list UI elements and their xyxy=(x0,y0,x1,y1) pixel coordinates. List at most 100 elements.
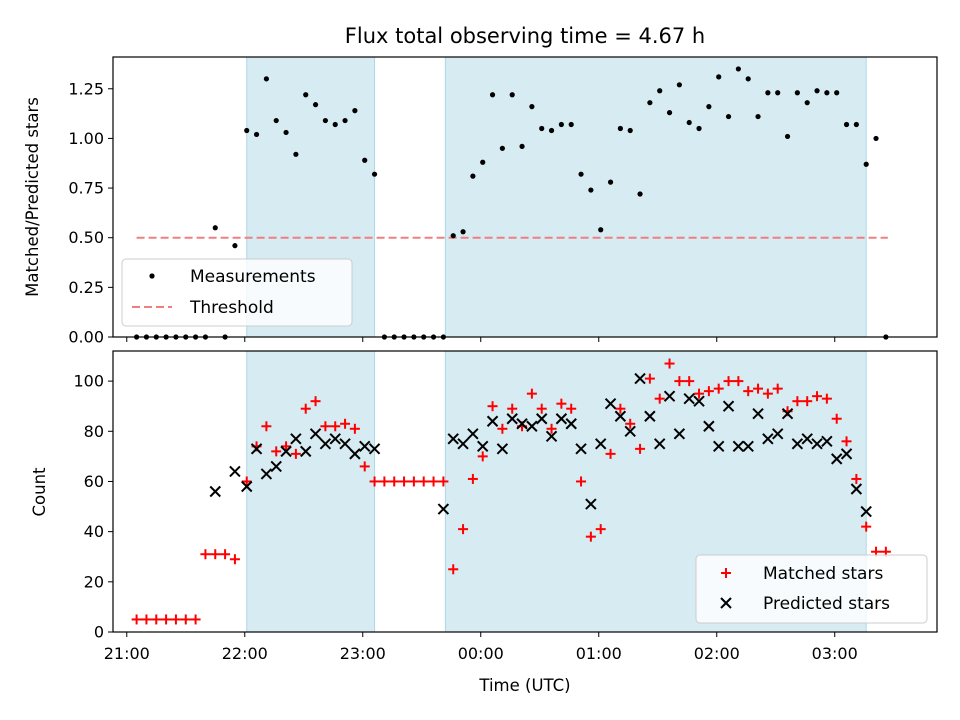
predicted-star-point xyxy=(280,445,292,458)
predicted-star-point xyxy=(703,420,715,432)
measurement-point xyxy=(273,117,279,124)
threshold-legend-label: Threshold xyxy=(189,298,274,318)
measurement-point xyxy=(647,100,653,106)
predicted-star-point xyxy=(575,443,587,455)
predicted-star-point xyxy=(752,408,764,420)
matched-star-point xyxy=(644,373,655,384)
y-tick-label: 0.50 xyxy=(68,228,104,247)
chart-title: Flux total observing time = 4.67 h xyxy=(345,24,705,48)
predicted-star-point xyxy=(516,418,528,430)
matched-star-point xyxy=(349,423,360,434)
predicted-star-point xyxy=(339,438,351,450)
matched-star-point xyxy=(664,358,675,369)
predicted-star-point xyxy=(634,372,646,385)
matched-star-point xyxy=(831,413,842,424)
matched-star-point xyxy=(241,476,252,487)
matched-star-point xyxy=(743,386,754,397)
matched-legend-marker xyxy=(721,568,731,578)
predicted-star-point xyxy=(713,440,725,453)
matched-star-point xyxy=(526,388,537,399)
measurement-point xyxy=(371,171,378,177)
predicted-star-point xyxy=(585,498,597,510)
predicted-star-point xyxy=(536,413,548,425)
measurement-point xyxy=(352,108,358,114)
matched-star-point xyxy=(812,391,823,402)
matched-star-point xyxy=(170,614,181,625)
measurement-point xyxy=(303,92,309,98)
measurement-point xyxy=(627,127,633,134)
measurement-point xyxy=(489,92,496,98)
matched-star-point xyxy=(369,476,380,487)
predicted-star-point xyxy=(437,503,450,515)
y-tick-label: 0.00 xyxy=(68,328,104,347)
y-tick-label: 40 xyxy=(84,522,104,541)
measurement-point xyxy=(342,117,348,124)
shaded-interval xyxy=(246,351,375,632)
measurement-point xyxy=(529,104,535,110)
measurement-point xyxy=(588,187,594,193)
matched-star-point xyxy=(753,383,764,394)
y-tick-label: 1.25 xyxy=(68,79,104,98)
measurement-point xyxy=(293,151,299,157)
predicted-star-point xyxy=(771,428,784,440)
matched-star-point xyxy=(310,396,321,407)
measurement-point xyxy=(834,90,840,96)
matched-star-point xyxy=(861,521,872,532)
top-legend-box xyxy=(121,258,353,327)
matched-star-point xyxy=(161,614,172,625)
measurement-point xyxy=(716,74,722,80)
predicted-star-point xyxy=(722,400,735,412)
matched-legend-label: Matched stars xyxy=(763,564,883,584)
x-tick-label: 02:00 xyxy=(694,644,740,663)
predicted-legend-label: Predicted stars xyxy=(763,594,890,614)
measurement-point xyxy=(775,90,781,96)
matched-star-point xyxy=(802,396,813,407)
matched-star-point xyxy=(180,614,191,625)
measurement-point xyxy=(804,100,810,106)
predicted-star-point xyxy=(732,440,745,453)
bottom-y-axis-label: Count xyxy=(30,467,49,517)
matched-star-point xyxy=(497,423,508,434)
matched-star-point xyxy=(615,403,626,414)
measurement-point xyxy=(263,76,269,82)
predicted-star-point xyxy=(604,397,617,410)
bottom-x-ticks: 21:00 22:00 23:00 00:00 01:00 02:00 03:00 xyxy=(104,632,858,663)
matched-star-point xyxy=(684,376,695,387)
predicted-star-point xyxy=(555,413,568,425)
measurements-legend-marker xyxy=(149,273,155,279)
predicted-star-point xyxy=(486,415,499,427)
measurement-point xyxy=(283,129,289,136)
matched-star-point xyxy=(271,446,282,457)
predicted-star-point xyxy=(300,445,312,458)
predicted-star-point xyxy=(791,438,804,450)
predicted-star-point xyxy=(506,413,518,425)
matched-star-point xyxy=(772,383,783,394)
matched-star-point xyxy=(320,421,331,432)
matched-star-point xyxy=(546,423,557,434)
top-legend: Measurements Threshold xyxy=(121,258,353,327)
measurement-point xyxy=(212,225,218,231)
matched-star-point xyxy=(703,386,714,397)
matched-stars-series xyxy=(131,358,891,625)
top-y-ticks: 0.00 0.25 0.50 0.75 1.00 1.25 xyxy=(68,79,113,347)
top-shaded-intervals xyxy=(246,57,867,337)
top-x-ticks xyxy=(126,337,836,342)
matched-star-point xyxy=(290,448,301,459)
predicted-star-point xyxy=(614,410,627,422)
predicted-star-point xyxy=(830,453,843,465)
predicted-star-point xyxy=(270,460,282,473)
measurement-point xyxy=(548,127,555,134)
measurement-point xyxy=(666,110,673,116)
y-tick-label: 0 xyxy=(94,623,104,642)
predicted-star-point xyxy=(821,435,833,448)
matched-star-point xyxy=(674,376,685,387)
y-tick-label: 100 xyxy=(73,372,104,391)
predicted-star-point xyxy=(624,425,636,437)
measurement-point xyxy=(332,121,338,128)
predicted-star-point xyxy=(545,430,558,443)
x-tick-label: 22:00 xyxy=(222,644,268,663)
matched-star-point xyxy=(821,393,832,404)
x-tick-label: 01:00 xyxy=(576,644,622,663)
predicted-star-point xyxy=(693,395,705,407)
predicted-star-point xyxy=(683,392,695,405)
